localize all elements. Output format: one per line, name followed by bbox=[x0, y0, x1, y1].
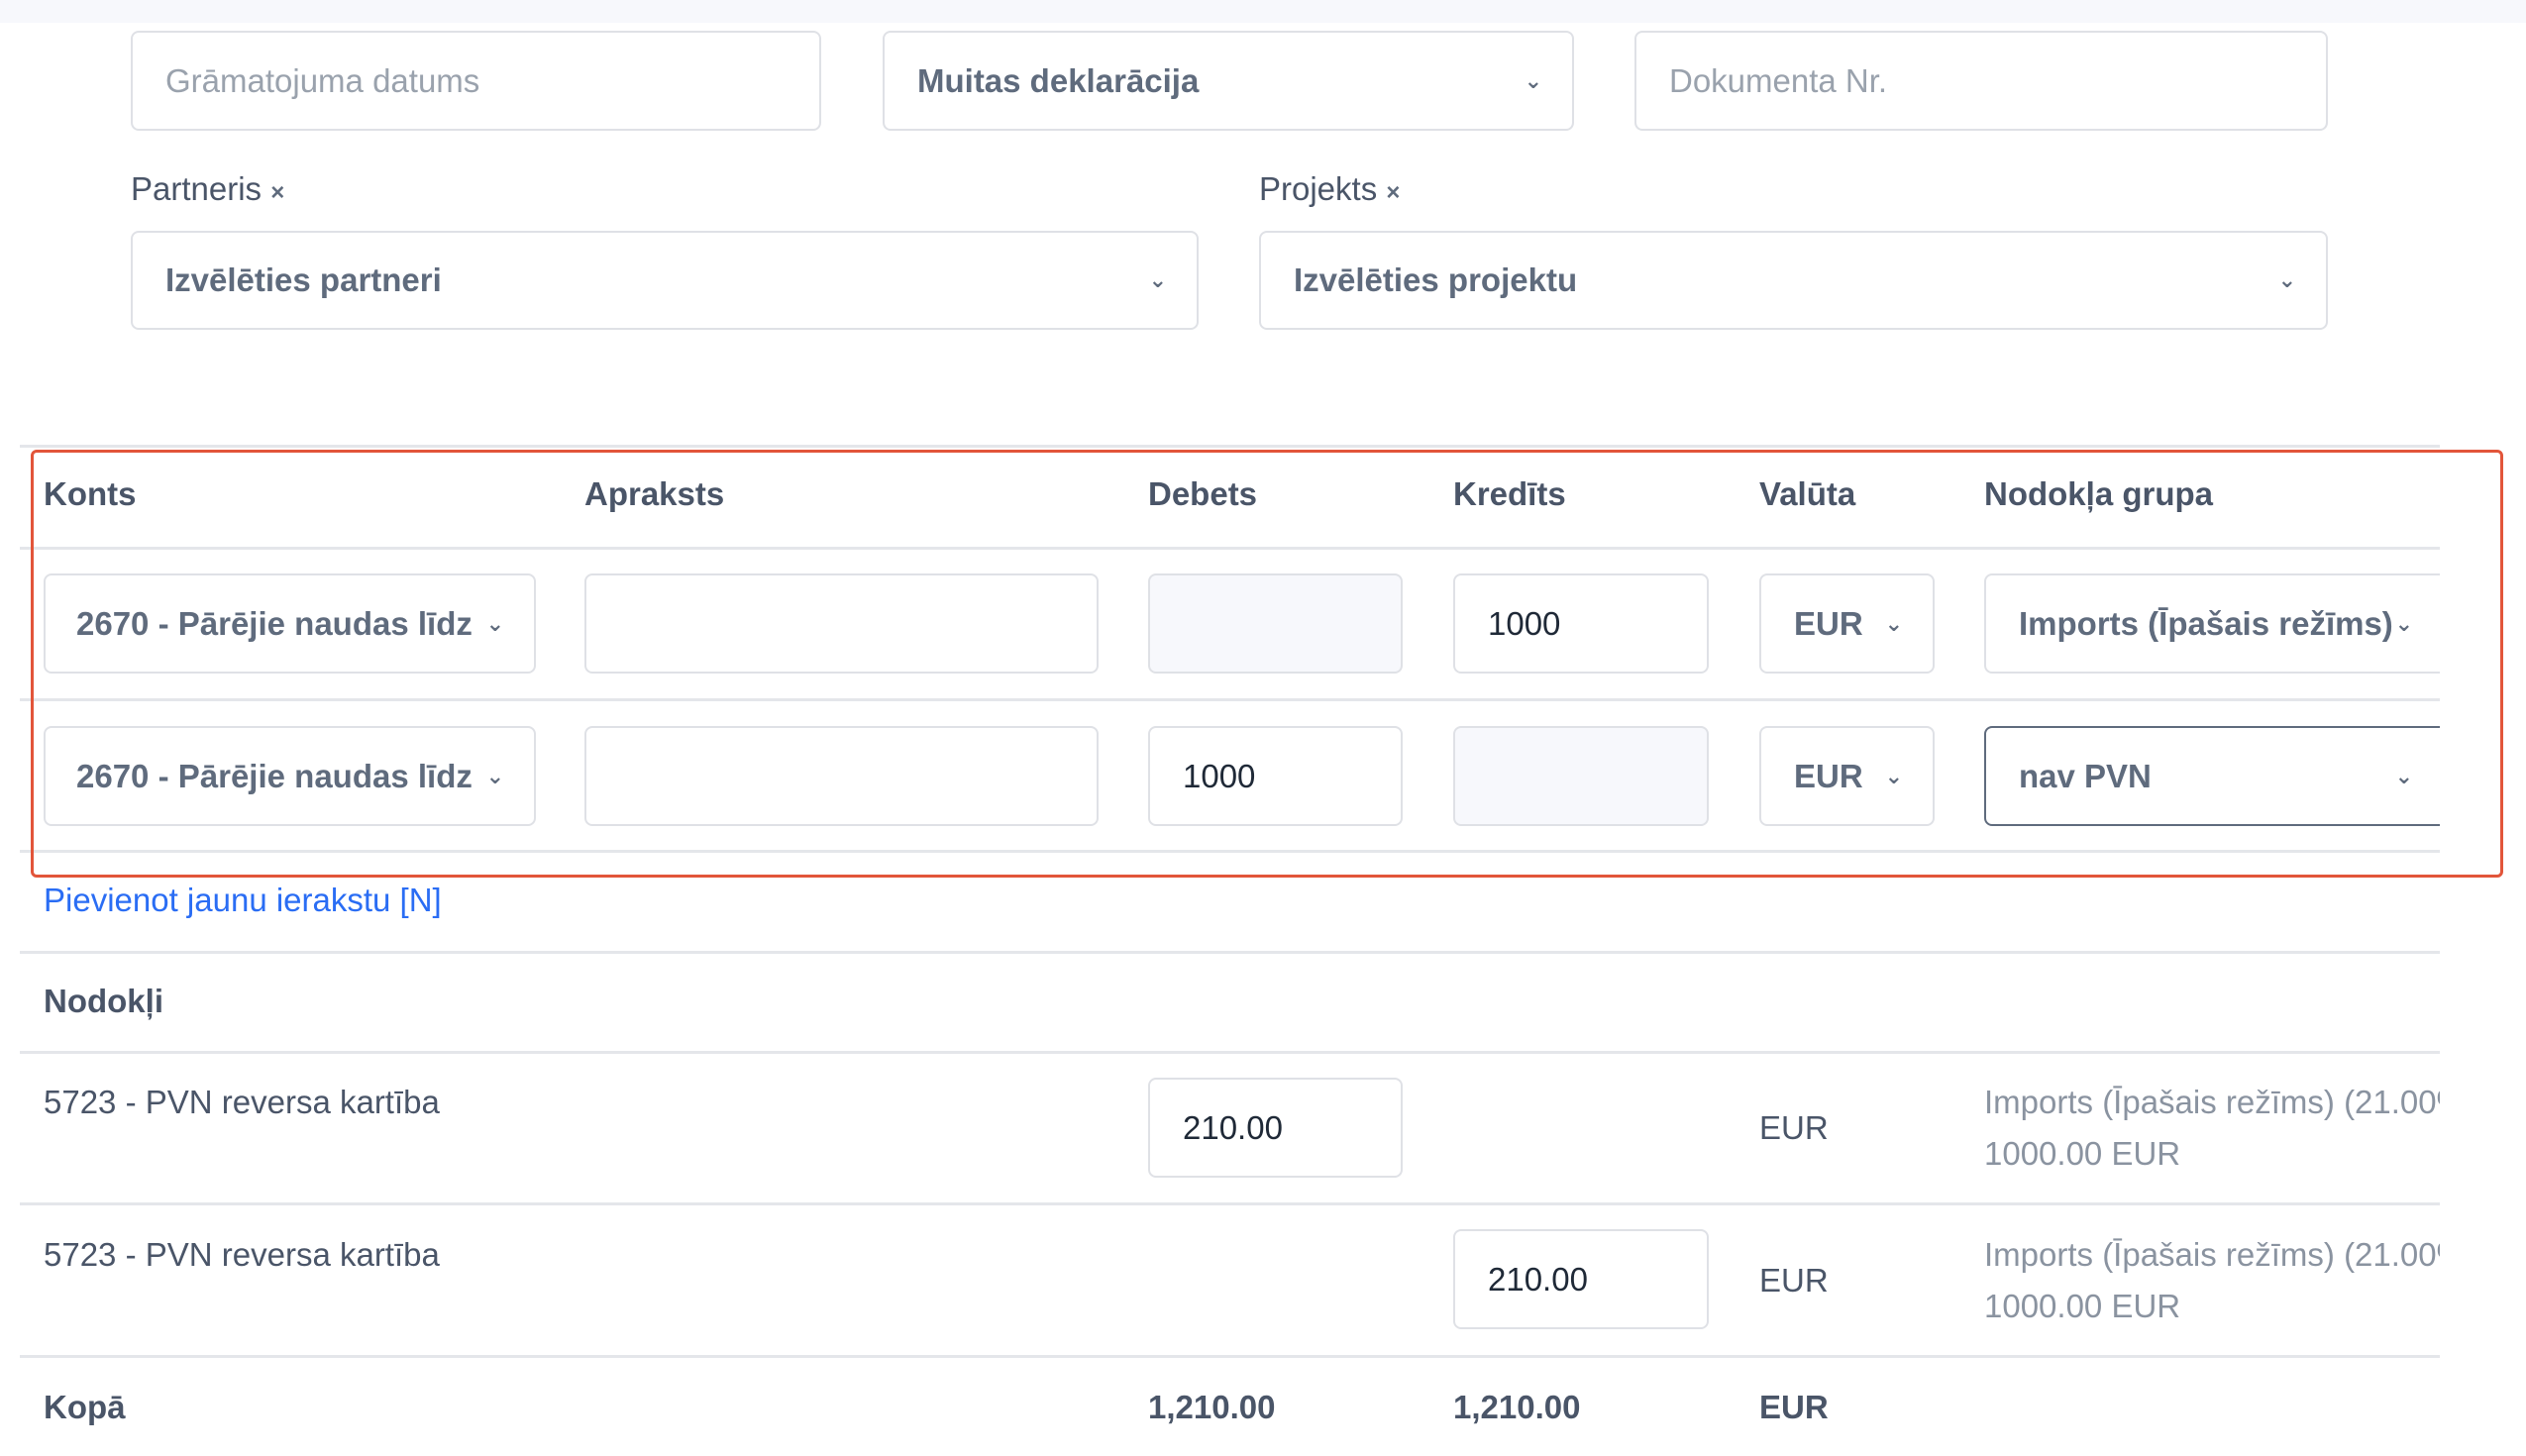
credit-input[interactable] bbox=[1453, 726, 1709, 826]
divider bbox=[20, 445, 2440, 448]
close-icon[interactable]: × bbox=[270, 179, 285, 206]
date-placeholder: Grāmatojuma datums bbox=[165, 61, 480, 99]
header-konts: Konts bbox=[44, 475, 137, 512]
divider bbox=[20, 698, 2440, 701]
header-kredits: Kredīts bbox=[1453, 475, 1566, 512]
description-input[interactable] bbox=[584, 726, 1099, 826]
chevron-down-icon: ⌄ bbox=[2277, 267, 2296, 292]
totals-label: Kopā bbox=[44, 1389, 126, 1425]
totals-currency: EUR bbox=[1759, 1389, 1829, 1425]
partner-label: Partneris × bbox=[131, 170, 284, 208]
account-value: 2670 - Pārējie naudas līdze bbox=[76, 604, 473, 642]
header-valuta: Valūta bbox=[1759, 475, 1856, 512]
doc-type-value: Muitas deklarācija bbox=[917, 61, 1200, 99]
currency-select[interactable]: EUR ⌄ bbox=[1759, 726, 1935, 826]
top-band bbox=[0, 0, 2526, 23]
project-label-text: Projekts bbox=[1259, 170, 1378, 207]
divider bbox=[20, 1051, 2440, 1054]
account-select[interactable]: 2670 - Pārējie naudas līdze ⌄ bbox=[44, 726, 536, 826]
doc-number-placeholder: Dokumenta Nr. bbox=[1669, 61, 1888, 99]
taxes-title: Nodokļi bbox=[44, 983, 163, 1019]
header-apraksts: Apraksts bbox=[584, 475, 725, 512]
tax-account: 5723 - PVN reversa kartība bbox=[44, 1084, 440, 1120]
chevron-down-icon: ⌄ bbox=[1148, 267, 1167, 292]
credit-value: 1000 bbox=[1488, 604, 1561, 642]
tax-group: Imports (Īpašais režīms) (21.00% bbox=[1984, 1084, 2440, 1120]
project-select[interactable]: Izvēlēties projektu ⌄ bbox=[1259, 231, 2328, 330]
tax-base: 1000.00 EUR bbox=[1984, 1135, 2181, 1172]
tax-account: 5723 - PVN reversa kartība bbox=[44, 1236, 440, 1273]
date-input[interactable]: Grāmatojuma datums bbox=[131, 31, 821, 131]
tax-currency: EUR bbox=[1759, 1109, 1829, 1146]
add-entry-link[interactable]: Pievienot jaunu ierakstu [N] bbox=[44, 882, 442, 918]
account-select[interactable]: 2670 - Pārējie naudas līdze ⌄ bbox=[44, 573, 536, 674]
tax-debit-input[interactable]: 210.00 bbox=[1148, 1078, 1403, 1178]
doc-number-input[interactable]: Dokumenta Nr. bbox=[1634, 31, 2328, 131]
chevron-down-icon: ⌄ bbox=[1884, 610, 1903, 636]
tax-credit-input[interactable]: 210.00 bbox=[1453, 1229, 1709, 1329]
totals-credit: 1,210.00 bbox=[1453, 1389, 1581, 1425]
header-nodokla-grupa: Nodokļa grupa bbox=[1984, 475, 2214, 512]
description-input[interactable] bbox=[584, 573, 1099, 674]
credit-input[interactable]: 1000 bbox=[1453, 573, 1709, 674]
account-value: 2670 - Pārējie naudas līdze bbox=[76, 757, 473, 794]
doc-type-select[interactable]: Muitas deklarācija ⌄ bbox=[883, 31, 1574, 131]
close-icon[interactable]: × bbox=[1386, 179, 1401, 206]
debit-input[interactable]: 1000 bbox=[1148, 726, 1403, 826]
currency-value: EUR bbox=[1794, 757, 1863, 794]
entries-table: Konts Apraksts Debets Kredīts Valūta Nod… bbox=[0, 436, 2440, 1456]
project-value: Izvēlēties projektu bbox=[1294, 261, 1578, 298]
debit-input[interactable] bbox=[1148, 573, 1403, 674]
divider bbox=[20, 951, 2440, 954]
tax-currency: EUR bbox=[1759, 1262, 1829, 1299]
chevron-down-icon: ⌄ bbox=[485, 610, 504, 636]
chevron-down-icon: ⌄ bbox=[485, 763, 504, 788]
tax-debit-value: 210.00 bbox=[1183, 1108, 1283, 1146]
currency-value: EUR bbox=[1794, 604, 1863, 642]
tax-credit-value: 210.00 bbox=[1488, 1260, 1588, 1298]
tax-group: Imports (Īpašais režīms) (21.00% bbox=[1984, 1236, 2440, 1273]
tax-group-select[interactable]: Imports (Īpašais režīms) ⌄ bbox=[1984, 573, 2440, 674]
partner-select[interactable]: Izvēlēties partneri ⌄ bbox=[131, 231, 1199, 330]
debit-value: 1000 bbox=[1183, 757, 1256, 794]
divider bbox=[20, 1355, 2440, 1358]
chevron-down-icon: ⌄ bbox=[1524, 67, 1542, 93]
project-label: Projekts × bbox=[1259, 170, 1400, 208]
header-debets: Debets bbox=[1148, 475, 1258, 512]
chevron-down-icon: ⌄ bbox=[2394, 610, 2413, 636]
currency-select[interactable]: EUR ⌄ bbox=[1759, 573, 1935, 674]
partner-label-text: Partneris bbox=[131, 170, 263, 207]
tax-group-value: Imports (Īpašais režīms) bbox=[2019, 604, 2393, 642]
chevron-down-icon: ⌄ bbox=[2394, 763, 2413, 788]
partner-value: Izvēlēties partneri bbox=[165, 261, 442, 298]
chevron-down-icon: ⌄ bbox=[1884, 763, 1903, 788]
divider bbox=[20, 850, 2440, 853]
tax-group-value: nav PVN bbox=[2019, 757, 2152, 794]
divider bbox=[20, 547, 2440, 550]
tax-base: 1000.00 EUR bbox=[1984, 1288, 2181, 1324]
divider bbox=[20, 1202, 2440, 1205]
tax-group-select[interactable]: nav PVN ⌄ bbox=[1984, 726, 2440, 826]
totals-debit: 1,210.00 bbox=[1148, 1389, 1276, 1425]
